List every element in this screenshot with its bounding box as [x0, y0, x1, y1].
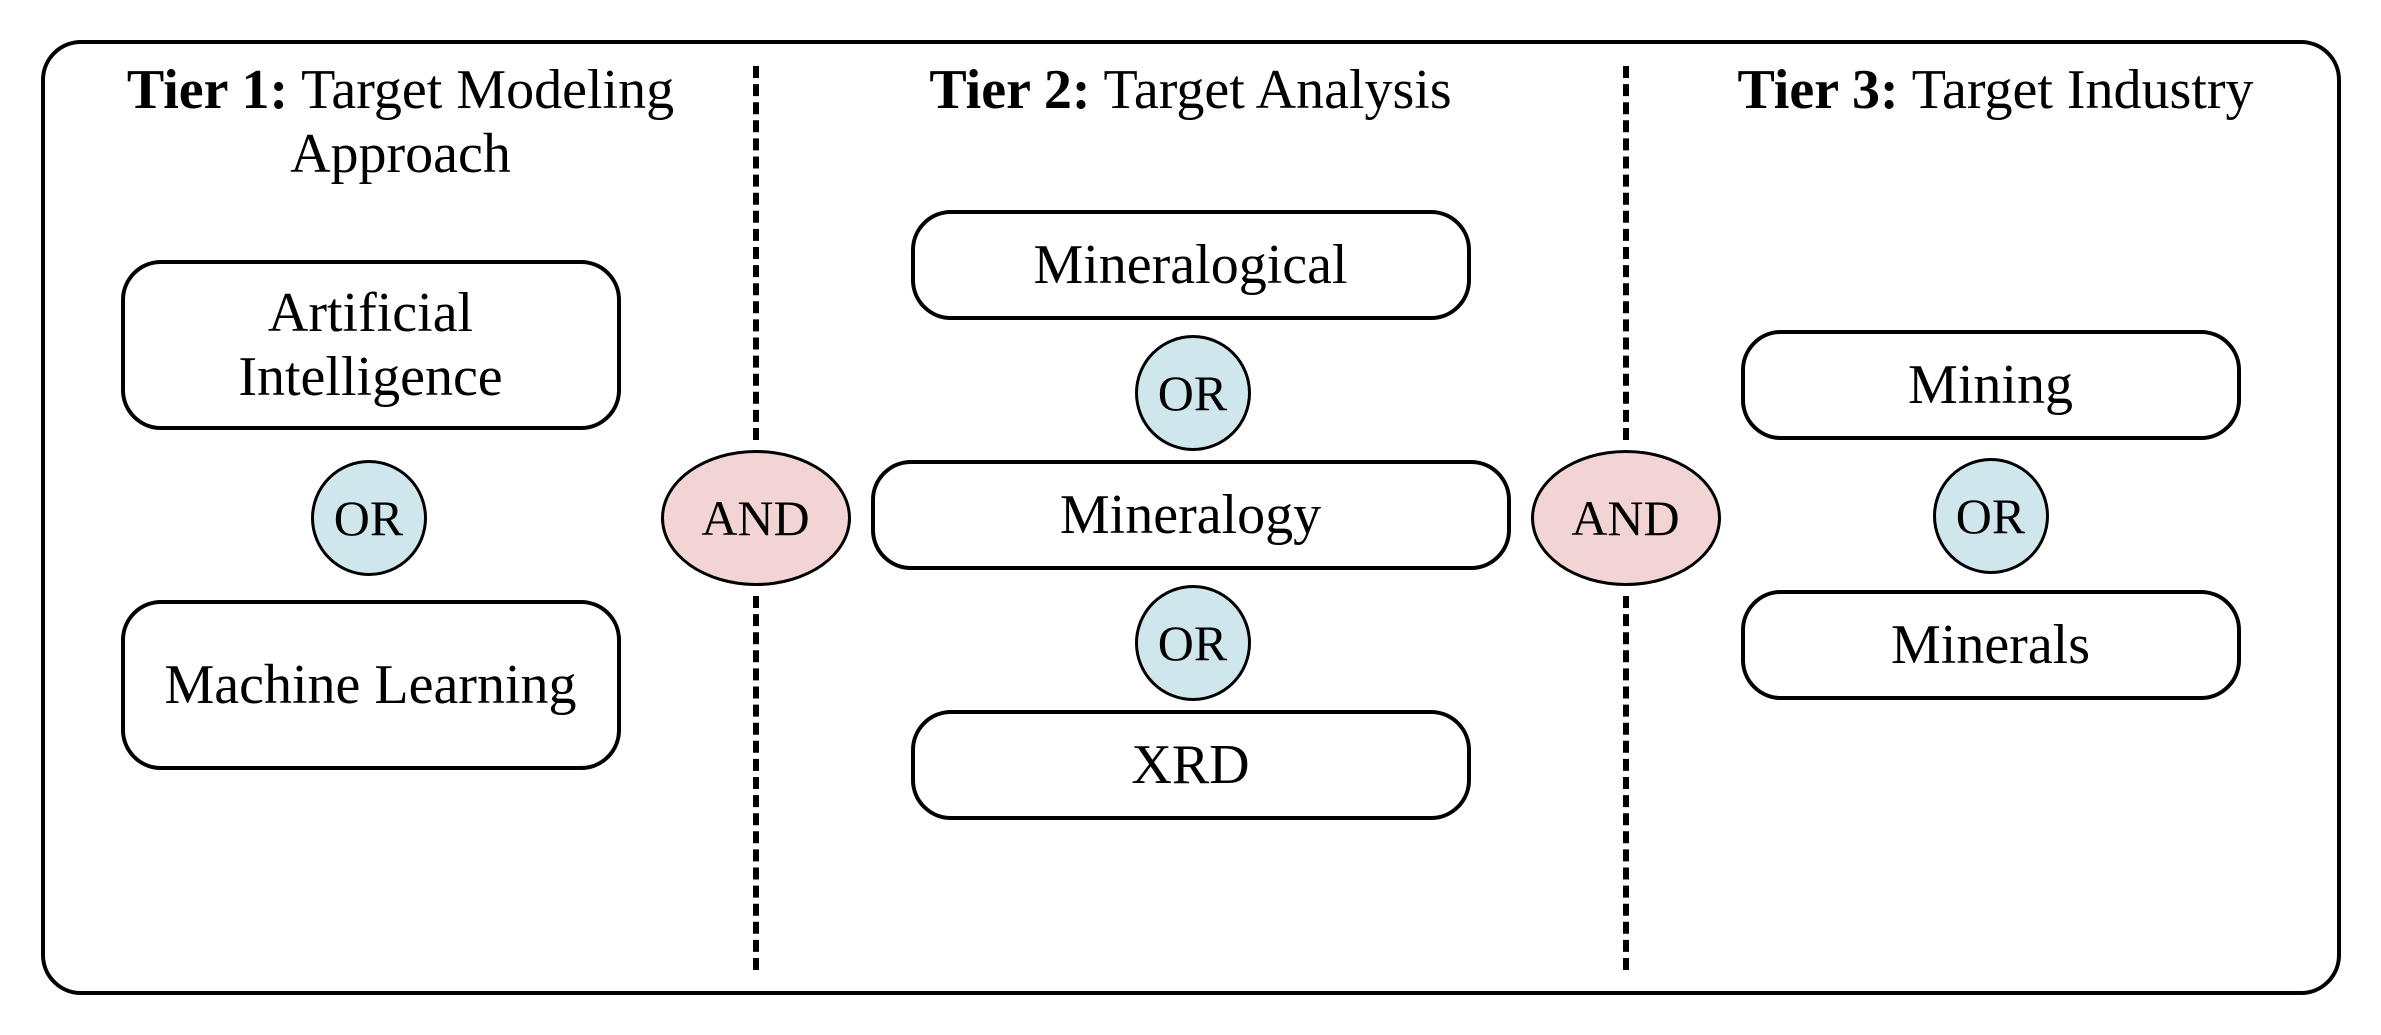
tier1-title: Tier 1: Target Modeling Approach: [101, 58, 701, 187]
divider-2-bot: [1623, 596, 1629, 970]
tier2-term-mineralogical-label: Mineralogical: [1033, 233, 1347, 297]
tier1-title-bold: Tier 1:: [127, 59, 288, 121]
tier3-term-minerals: Minerals: [1741, 590, 2241, 700]
divider-1-bot: [753, 596, 759, 970]
tier2-or-2: OR: [1135, 585, 1251, 701]
tier2-term-xrd-label: XRD: [1131, 733, 1249, 797]
tier3-title-rest: Target Industry: [1899, 59, 2254, 121]
tier2-title: Tier 2: Target Analysis: [831, 58, 1551, 122]
tier2-or-1-label: OR: [1158, 364, 1227, 422]
tier3-term-mining-label: Mining: [1908, 353, 2073, 417]
tier3-or-label: OR: [1956, 487, 2025, 545]
tier1-or: OR: [311, 460, 427, 576]
tier3-title: Tier 3: Target Industry: [1661, 58, 2331, 122]
tier2-title-bold: Tier 2:: [929, 59, 1090, 121]
divider-1-top: [753, 66, 759, 440]
tier2-term-xrd: XRD: [911, 710, 1471, 820]
and-2: AND: [1531, 450, 1721, 586]
tier2-title-rest: Target Analysis: [1091, 59, 1452, 121]
tier1-term-ml-label: Machine Learning: [164, 653, 576, 717]
tier1-term-ai: Artificial Intelligence: [121, 260, 621, 430]
tier3-term-minerals-label: Minerals: [1891, 613, 2090, 677]
tier2-term-mineralogy-label: Mineralogy: [1060, 483, 1321, 547]
tier1-term-ml: Machine Learning: [121, 600, 621, 770]
tier3-or: OR: [1933, 458, 2049, 574]
tier1-or-label: OR: [334, 489, 403, 547]
tier-diagram: Tier 1: Target Modeling Approach Artific…: [41, 40, 2341, 995]
tier2-or-1: OR: [1135, 335, 1251, 451]
tier3-term-mining: Mining: [1741, 330, 2241, 440]
tier1-term-ai-label: Artificial Intelligence: [145, 281, 597, 410]
tier1-title-rest: Target Modeling Approach: [288, 59, 674, 185]
and-1-label: AND: [701, 489, 809, 547]
and-1: AND: [661, 450, 851, 586]
and-2-label: AND: [1571, 489, 1679, 547]
tier2-term-mineralogy: Mineralogy: [871, 460, 1511, 570]
tier2-term-mineralogical: Mineralogical: [911, 210, 1471, 320]
divider-2-top: [1623, 66, 1629, 440]
tier3-title-bold: Tier 3:: [1737, 59, 1898, 121]
tier2-or-2-label: OR: [1158, 614, 1227, 672]
